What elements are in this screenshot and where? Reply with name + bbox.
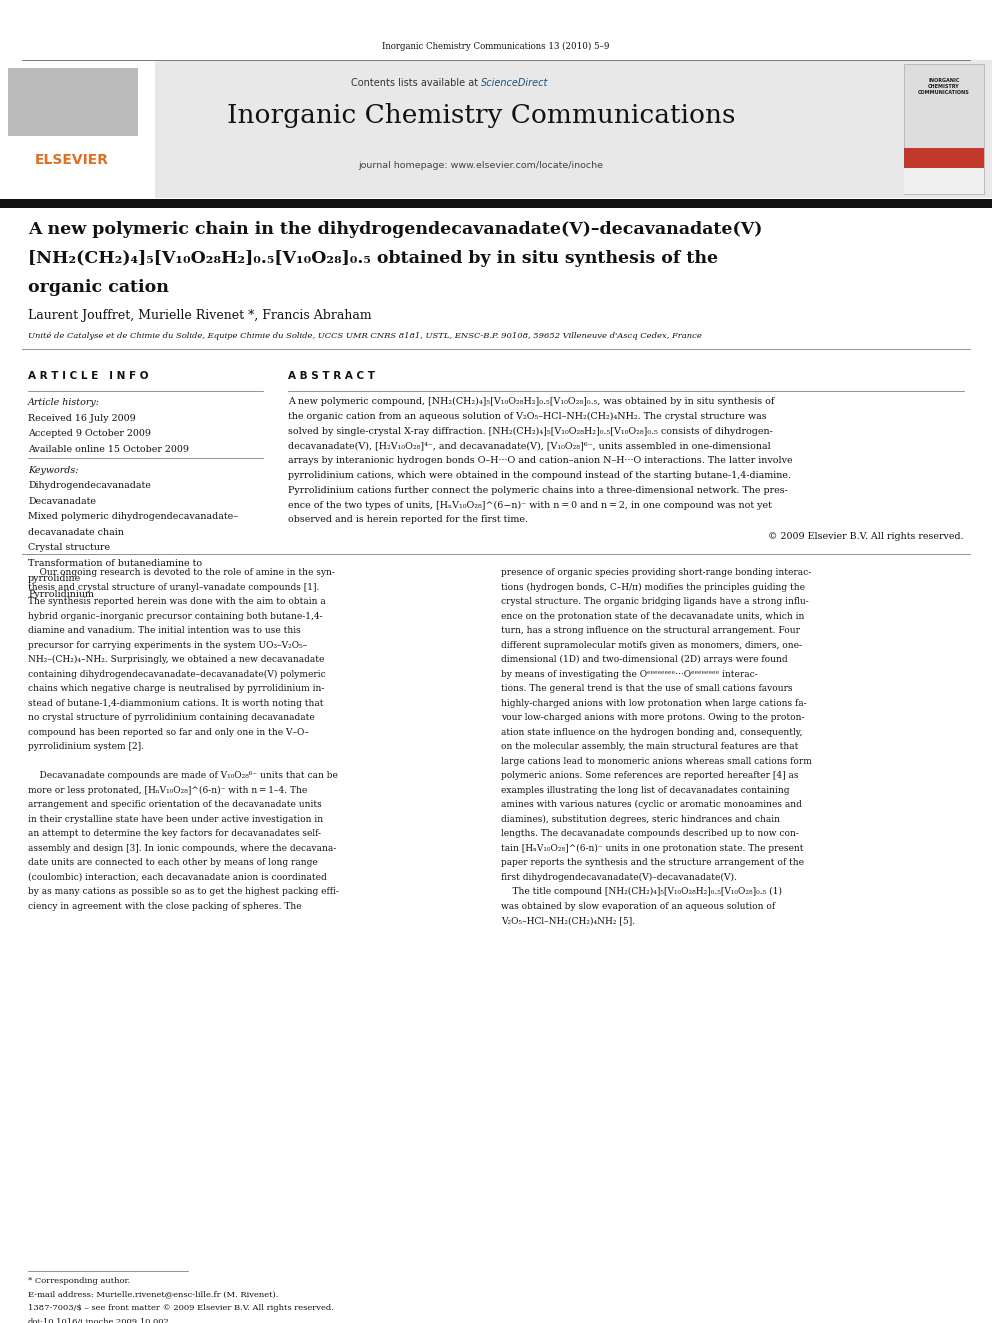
Text: by as many cations as possible so as to get the highest packing effi-: by as many cations as possible so as to … <box>28 888 339 896</box>
Text: Our ongoing research is devoted to the role of amine in the syn-: Our ongoing research is devoted to the r… <box>28 568 335 577</box>
Text: was obtained by slow evaporation of an aqueous solution of: was obtained by slow evaporation of an a… <box>501 902 775 910</box>
Text: © 2009 Elsevier B.V. All rights reserved.: © 2009 Elsevier B.V. All rights reserved… <box>769 532 964 541</box>
Text: observed and is herein reported for the first time.: observed and is herein reported for the … <box>288 516 528 524</box>
Text: A new polymeric compound, [NH₂(CH₂)₄]₅[V₁₀O₂₈H₂]₀.₅[V₁₀O₂₈]₀.₅, was obtained by : A new polymeric compound, [NH₂(CH₂)₄]₅[V… <box>288 397 775 406</box>
Text: doi:10.1016/j.inoche.2009.10.002: doi:10.1016/j.inoche.2009.10.002 <box>28 1318 170 1323</box>
Text: arrays by interanionic hydrogen bonds O–H···O and cation–anion N–H···O interacti: arrays by interanionic hydrogen bonds O–… <box>288 456 793 466</box>
Text: ence of the two types of units, [HₙV₁₀O₂₈]^(6−n)⁻ with n = 0 and n = 2, in one c: ence of the two types of units, [HₙV₁₀O₂… <box>288 500 772 509</box>
Text: more or less protonated, [HₙV₁₀O₂₈]^(6-n)⁻ with n = 1–4. The: more or less protonated, [HₙV₁₀O₂₈]^(6-n… <box>28 786 308 795</box>
Bar <box>904 148 984 168</box>
Text: E-mail address: Murielle.rivenet@ensc-lille.fr (M. Rivenet).: E-mail address: Murielle.rivenet@ensc-li… <box>28 1290 279 1298</box>
Text: Mixed polymeric dihydrogendecavanadate–: Mixed polymeric dihydrogendecavanadate– <box>28 512 238 521</box>
Text: Pyrrolidinium: Pyrrolidinium <box>28 590 94 598</box>
Text: Decavanadate: Decavanadate <box>28 496 96 505</box>
Text: Decavanadate compounds are made of V₁₀O₂₈⁶⁻ units that can be: Decavanadate compounds are made of V₁₀O₂… <box>28 771 338 781</box>
Text: first dihydrogendecavanadate(V)–decavanadate(V).: first dihydrogendecavanadate(V)–decavana… <box>501 873 737 882</box>
Text: presence of organic species providing short-range bonding interac-: presence of organic species providing sh… <box>501 568 811 577</box>
Text: tions (hydrogen bonds, C–H/π) modifies the principles guiding the: tions (hydrogen bonds, C–H/π) modifies t… <box>501 582 805 591</box>
Text: decavanadate chain: decavanadate chain <box>28 528 124 537</box>
Text: different supramolecular motifs given as monomers, dimers, one-: different supramolecular motifs given as… <box>501 640 802 650</box>
Text: Keywords:: Keywords: <box>28 466 78 475</box>
Text: turn, has a strong influence on the structural arrangement. Four: turn, has a strong influence on the stru… <box>501 626 800 635</box>
Text: date units are connected to each other by means of long range: date units are connected to each other b… <box>28 859 317 867</box>
Text: A B S T R A C T: A B S T R A C T <box>288 370 375 381</box>
Text: [NH₂(CH₂)₄]₅[V₁₀O₂₈H₂]₀.₅[V₁₀O₂₈]₀.₅ obtained by in situ synthesis of the: [NH₂(CH₂)₄]₅[V₁₀O₂₈H₂]₀.₅[V₁₀O₂₈]₀.₅ obt… <box>28 250 718 267</box>
Text: organic cation: organic cation <box>28 279 169 296</box>
Text: on the molecular assembly, the main structural features are that: on the molecular assembly, the main stru… <box>501 742 799 751</box>
Text: Available online 15 October 2009: Available online 15 October 2009 <box>28 445 189 454</box>
Text: the organic cation from an aqueous solution of V₂O₅–HCl–NH₂(CH₂)₄NH₂. The crysta: the organic cation from an aqueous solut… <box>288 411 767 421</box>
Bar <box>904 164 984 194</box>
Text: Received 16 July 2009: Received 16 July 2009 <box>28 414 136 422</box>
Text: A new polymeric chain in the dihydrogendecavanadate(V)–decavanadate(V): A new polymeric chain in the dihydrogend… <box>28 221 763 238</box>
Text: chains which negative charge is neutralised by pyrrolidinium in-: chains which negative charge is neutrali… <box>28 684 324 693</box>
Text: Crystal structure: Crystal structure <box>28 542 110 552</box>
Text: ence on the protonation state of the decavanadate units, which in: ence on the protonation state of the dec… <box>501 611 805 620</box>
Text: Transformation of butanediamine to: Transformation of butanediamine to <box>28 558 202 568</box>
Text: Pyrrolidinium cations further connect the polymeric chains into a three-dimensio: Pyrrolidinium cations further connect th… <box>288 486 788 495</box>
Text: decavanadate(V), [H₂V₁₀O₂₈]⁴⁻, and decavanadate(V), [V₁₀O₂₈]⁶⁻, units assembled : decavanadate(V), [H₂V₁₀O₂₈]⁴⁻, and decav… <box>288 442 771 450</box>
Text: assembly and design [3]. In ionic compounds, where the decavana-: assembly and design [3]. In ionic compou… <box>28 844 336 853</box>
Text: paper reports the synthesis and the structure arrangement of the: paper reports the synthesis and the stru… <box>501 859 804 867</box>
Text: tain [HₙV₁₀O₂₈]^(6-n)⁻ units in one protonation state. The present: tain [HₙV₁₀O₂₈]^(6-n)⁻ units in one prot… <box>501 844 804 853</box>
Text: Contents lists available at: Contents lists available at <box>351 78 481 89</box>
Text: ScienceDirect: ScienceDirect <box>481 78 549 89</box>
Text: diamine and vanadium. The initial intention was to use this: diamine and vanadium. The initial intent… <box>28 626 301 635</box>
Text: 1387-7003/$ – see front matter © 2009 Elsevier B.V. All rights reserved.: 1387-7003/$ – see front matter © 2009 El… <box>28 1304 334 1312</box>
Text: by means of investigating the Oᵉᵉᵉᵉᵉᵉᵉᵉ···Oᵉᵉᵉᵉᵉᵉᵉᵉ interac-: by means of investigating the Oᵉᵉᵉᵉᵉᵉᵉᵉ·… <box>501 669 758 679</box>
Text: pyrrolidinium system [2].: pyrrolidinium system [2]. <box>28 742 144 751</box>
Text: polymeric anions. Some references are reported hereafter [4] as: polymeric anions. Some references are re… <box>501 771 799 781</box>
Text: diamines), substitution degrees, steric hindrances and chain: diamines), substitution degrees, steric … <box>501 815 780 824</box>
Text: solved by single-crystal X-ray diffraction. [NH₂(CH₂)₄]₅[V₁₀O₂₈H₂]₀.₅[V₁₀O₂₈]₀.₅: solved by single-crystal X-ray diffracti… <box>288 426 773 435</box>
Text: vour low-charged anions with more protons. Owing to the proton-: vour low-charged anions with more proton… <box>501 713 805 722</box>
Text: an attempt to determine the key factors for decavanadates self-: an attempt to determine the key factors … <box>28 830 321 839</box>
Bar <box>0 60 992 198</box>
Text: ciency in agreement with the close packing of spheres. The: ciency in agreement with the close packi… <box>28 902 302 910</box>
Text: ation state influence on the hydrogen bonding and, consequently,: ation state influence on the hydrogen bo… <box>501 728 803 737</box>
Text: examples illustrating the long list of decavanadates containing: examples illustrating the long list of d… <box>501 786 790 795</box>
Text: Inorganic Chemistry Communications: Inorganic Chemistry Communications <box>227 102 735 127</box>
Text: pyrrolidine: pyrrolidine <box>28 574 81 583</box>
Text: hybrid organic–inorganic precursor containing both butane-1,4-: hybrid organic–inorganic precursor conta… <box>28 611 322 620</box>
Text: Laurent Jouffret, Murielle Rivenet *, Francis Abraham: Laurent Jouffret, Murielle Rivenet *, Fr… <box>28 310 372 321</box>
Text: arrangement and specific orientation of the decavanadate units: arrangement and specific orientation of … <box>28 800 321 810</box>
Text: ELSEVIER: ELSEVIER <box>35 153 109 167</box>
Text: dimensional (1D) and two-dimensional (2D) arrays were found: dimensional (1D) and two-dimensional (2D… <box>501 655 788 664</box>
Text: NH₂–(CH₂)₄–NH₂. Surprisingly, we obtained a new decavanadate: NH₂–(CH₂)₄–NH₂. Surprisingly, we obtaine… <box>28 655 324 664</box>
Text: Dihydrogendecavanadate: Dihydrogendecavanadate <box>28 482 151 490</box>
Text: containing dihydrogendecavanadate–decavanadate(V) polymeric: containing dihydrogendecavanadate–decava… <box>28 669 325 679</box>
Text: The title compound [NH₂(CH₂)₄]₅[V₁₀O₂₈H₂]₀.₅[V₁₀O₂₈]₀.₅ (1): The title compound [NH₂(CH₂)₄]₅[V₁₀O₂₈H₂… <box>501 888 782 896</box>
Text: no crystal structure of pyrrolidinium containing decavanadate: no crystal structure of pyrrolidinium co… <box>28 713 314 722</box>
Text: compound has been reported so far and only one in the V–O–: compound has been reported so far and on… <box>28 728 309 737</box>
Text: tions. The general trend is that the use of small cations favours: tions. The general trend is that the use… <box>501 684 793 693</box>
Text: V₂O₅–HCl–NH₂(CH₂)₄NH₂ [5].: V₂O₅–HCl–NH₂(CH₂)₄NH₂ [5]. <box>501 917 635 925</box>
Text: pyrrolidinium cations, which were obtained in the compound instead of the starti: pyrrolidinium cations, which were obtain… <box>288 471 791 480</box>
Text: INORGANIC
CHEMISTRY
COMMUNICATIONS: INORGANIC CHEMISTRY COMMUNICATIONS <box>919 78 970 95</box>
Text: lengths. The decavanadate compounds described up to now con-: lengths. The decavanadate compounds desc… <box>501 830 799 839</box>
Text: thesis and crystal structure of uranyl–vanadate compounds [1].: thesis and crystal structure of uranyl–v… <box>28 582 319 591</box>
Text: A R T I C L E   I N F O: A R T I C L E I N F O <box>28 370 149 381</box>
Text: (coulombic) interaction, each decavanadate anion is coordinated: (coulombic) interaction, each decavanada… <box>28 873 326 881</box>
Text: Inorganic Chemistry Communications 13 (2010) 5–9: Inorganic Chemistry Communications 13 (2… <box>382 42 610 52</box>
Text: in their crystalline state have been under active investigation in: in their crystalline state have been und… <box>28 815 323 824</box>
Text: large cations lead to monomeric anions whereas small cations form: large cations lead to monomeric anions w… <box>501 757 811 766</box>
Text: stead of butane-1,4-diammonium cations. It is worth noting that: stead of butane-1,4-diammonium cations. … <box>28 699 323 708</box>
Bar <box>904 64 984 194</box>
Bar <box>0 60 155 198</box>
Text: crystal structure. The organic bridging ligands have a strong influ-: crystal structure. The organic bridging … <box>501 597 808 606</box>
Text: highly-charged anions with low protonation when large cations fa-: highly-charged anions with low protonati… <box>501 699 806 708</box>
Text: journal homepage: www.elsevier.com/locate/inoche: journal homepage: www.elsevier.com/locat… <box>358 160 603 169</box>
Text: precursor for carrying experiments in the system UO₃–V₂O₅–: precursor for carrying experiments in th… <box>28 640 308 650</box>
Bar <box>8 67 138 136</box>
Text: Article history:: Article history: <box>28 398 100 407</box>
Text: * Corresponding author.: * Corresponding author. <box>28 1277 130 1285</box>
Text: Unité de Catalyse et de Chimie du Solide, Equipe Chimie du Solide, UCCS UMR CNRS: Unité de Catalyse et de Chimie du Solide… <box>28 332 702 340</box>
Text: The synthesis reported herein was done with the aim to obtain a: The synthesis reported herein was done w… <box>28 597 325 606</box>
Bar <box>0 198 992 208</box>
Text: Accepted 9 October 2009: Accepted 9 October 2009 <box>28 429 151 438</box>
Text: amines with various natures (cyclic or aromatic monoamines and: amines with various natures (cyclic or a… <box>501 800 802 810</box>
